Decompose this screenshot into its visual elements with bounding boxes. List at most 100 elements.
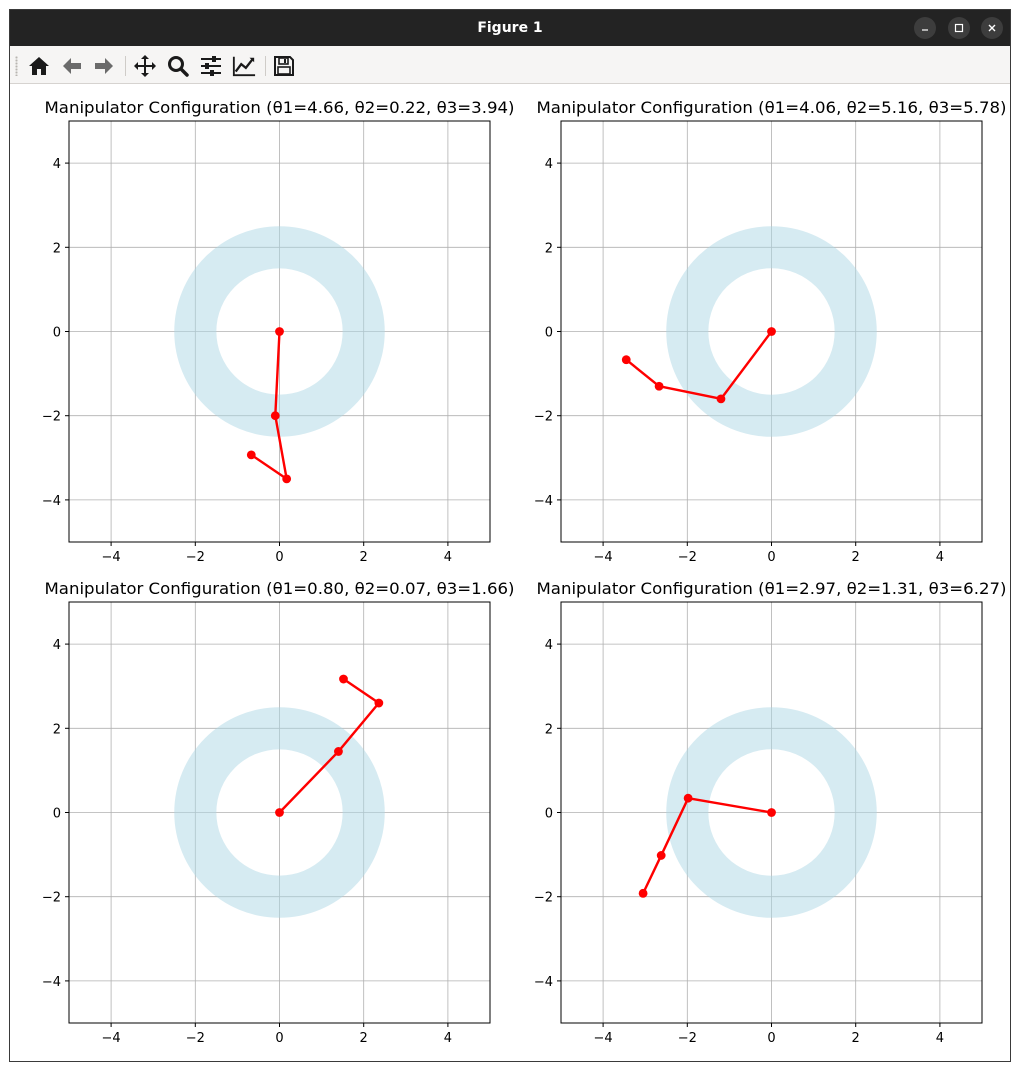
joint-point	[334, 747, 343, 756]
y-tick-label: 4	[545, 638, 553, 653]
zoom-icon	[168, 56, 189, 77]
x-tick-label: 4	[936, 550, 944, 565]
y-tick-label: 0	[545, 326, 553, 341]
y-tick-label: 0	[53, 807, 61, 822]
arm-links	[250, 331, 288, 481]
workspace-annulus	[174, 226, 385, 437]
y-tick-label: −4	[42, 975, 61, 990]
arm-links	[278, 678, 381, 814]
arm-links	[642, 796, 772, 894]
joint-point	[282, 474, 292, 484]
x-tick-label: −2	[186, 550, 205, 565]
close-icon	[988, 24, 996, 32]
base-joint	[767, 808, 776, 817]
x-tick-label: −2	[186, 1031, 205, 1046]
x-tick-label: 2	[852, 550, 860, 565]
close-button[interactable]	[981, 17, 1003, 39]
x-tick-label: 0	[275, 1031, 283, 1046]
home-icon	[29, 57, 49, 75]
toolbar-separator	[265, 56, 266, 76]
y-tick-label: −4	[534, 975, 553, 990]
workspace-annulus	[666, 707, 877, 918]
pan-button[interactable]	[133, 54, 157, 78]
workspace-annulus	[174, 707, 385, 918]
minimize-button[interactable]	[914, 17, 936, 39]
forward-button[interactable]	[92, 54, 116, 78]
x-tick-label: −2	[678, 1031, 697, 1046]
subplot-title: Manipulator Configuration (θ1=2.97, θ2=1…	[537, 579, 1007, 598]
x-tick-label: 2	[852, 1031, 860, 1046]
arm-links	[625, 330, 773, 401]
y-tick-label: 2	[545, 241, 553, 256]
home-button[interactable]	[27, 54, 51, 78]
save-button[interactable]	[272, 54, 296, 78]
forward-icon	[95, 58, 113, 74]
subplot-2[interactable]: −4 −2 0 2 4 −4 −2 0 2 4 Manipulator Configuration …	[534, 98, 1007, 565]
window-title: Figure 1	[477, 20, 543, 36]
y-tick-label: 0	[545, 807, 553, 822]
zoom-button[interactable]	[166, 54, 190, 78]
subplot-title: Manipulator Configuration (θ1=4.66, θ2=0…	[45, 98, 515, 117]
end-effector-point	[246, 450, 256, 460]
x-tick-label: 0	[275, 550, 283, 565]
subplot-1[interactable]: −4 −2 0 2 4 −4 −2 0 2 4 Manipulator Configuration …	[42, 98, 515, 565]
toolbar-separator	[125, 56, 126, 76]
end-effector-point	[638, 888, 648, 898]
figure-svg: −4 −2 0 2 4 −4 −2 0 2 4 Manipulator Configuration …	[42, 98, 1007, 1046]
subplot-3[interactable]: −4 −2 0 2 4 −4 −2 0 2 4 Manipulator Configuration …	[42, 579, 515, 1046]
workspace-annulus	[666, 226, 877, 437]
joint-point	[656, 851, 666, 860]
joint-point	[374, 698, 384, 708]
y-tick-label: −2	[534, 891, 553, 906]
figure-window: Figure 1	[9, 9, 1011, 1062]
x-tick-label: −4	[102, 1031, 121, 1046]
y-tick-label: 0	[53, 326, 61, 341]
y-tick-label: −2	[534, 410, 553, 425]
subplots-icon	[201, 56, 221, 76]
customize-icon	[232, 56, 256, 77]
x-tick-label: −4	[594, 1031, 613, 1046]
x-tick-label: 0	[767, 1031, 775, 1046]
maximize-icon	[954, 23, 964, 33]
minimize-icon	[922, 29, 928, 31]
x-tick-label: 4	[444, 1031, 452, 1046]
back-icon	[63, 58, 81, 74]
y-tick-label: −2	[42, 410, 61, 425]
y-tick-label: 4	[53, 157, 61, 172]
x-tick-label: 2	[360, 550, 368, 565]
end-effector-point	[621, 355, 631, 365]
maximize-button[interactable]	[948, 17, 970, 39]
base-joint	[275, 327, 284, 336]
subplot-title: Manipulator Configuration (θ1=0.80, θ2=0…	[45, 579, 515, 598]
subplot-4[interactable]: −4 −2 0 2 4 −4 −2 0 2 4 Manipulator Configuration …	[534, 579, 1007, 1046]
figure-canvas[interactable]: −4 −2 0 2 4 −4 −2 0 2 4 Manipulator Configuration …	[10, 84, 1010, 1061]
back-button[interactable]	[60, 54, 84, 78]
joint-point	[654, 381, 664, 391]
y-tick-label: 4	[545, 157, 553, 172]
x-tick-label: 4	[936, 1031, 944, 1046]
end-effector-point	[339, 674, 348, 684]
pan-icon	[134, 55, 156, 77]
base-joint	[767, 327, 776, 336]
y-tick-label: −4	[534, 494, 553, 509]
joint-point	[683, 793, 693, 803]
title-bar[interactable]: Figure 1	[10, 10, 1010, 46]
x-tick-label: 4	[444, 550, 452, 565]
joint-point	[270, 411, 280, 421]
customize-button[interactable]	[232, 54, 256, 78]
y-tick-label: 2	[545, 722, 553, 737]
toolbar	[10, 46, 1010, 84]
x-tick-label: 0	[767, 550, 775, 565]
x-tick-label: −4	[102, 550, 121, 565]
base-joint	[275, 808, 284, 817]
y-tick-label: 2	[53, 241, 61, 256]
x-tick-label: 2	[360, 1031, 368, 1046]
x-tick-label: −2	[678, 550, 697, 565]
subplots-button[interactable]	[199, 54, 223, 78]
toolbar-grip[interactable]	[15, 56, 18, 76]
y-tick-label: 2	[53, 722, 61, 737]
subplot-title: Manipulator Configuration (θ1=4.06, θ2=5…	[537, 98, 1007, 117]
y-tick-label: −4	[42, 494, 61, 509]
y-tick-label: −2	[42, 891, 61, 906]
save-icon	[274, 56, 294, 76]
